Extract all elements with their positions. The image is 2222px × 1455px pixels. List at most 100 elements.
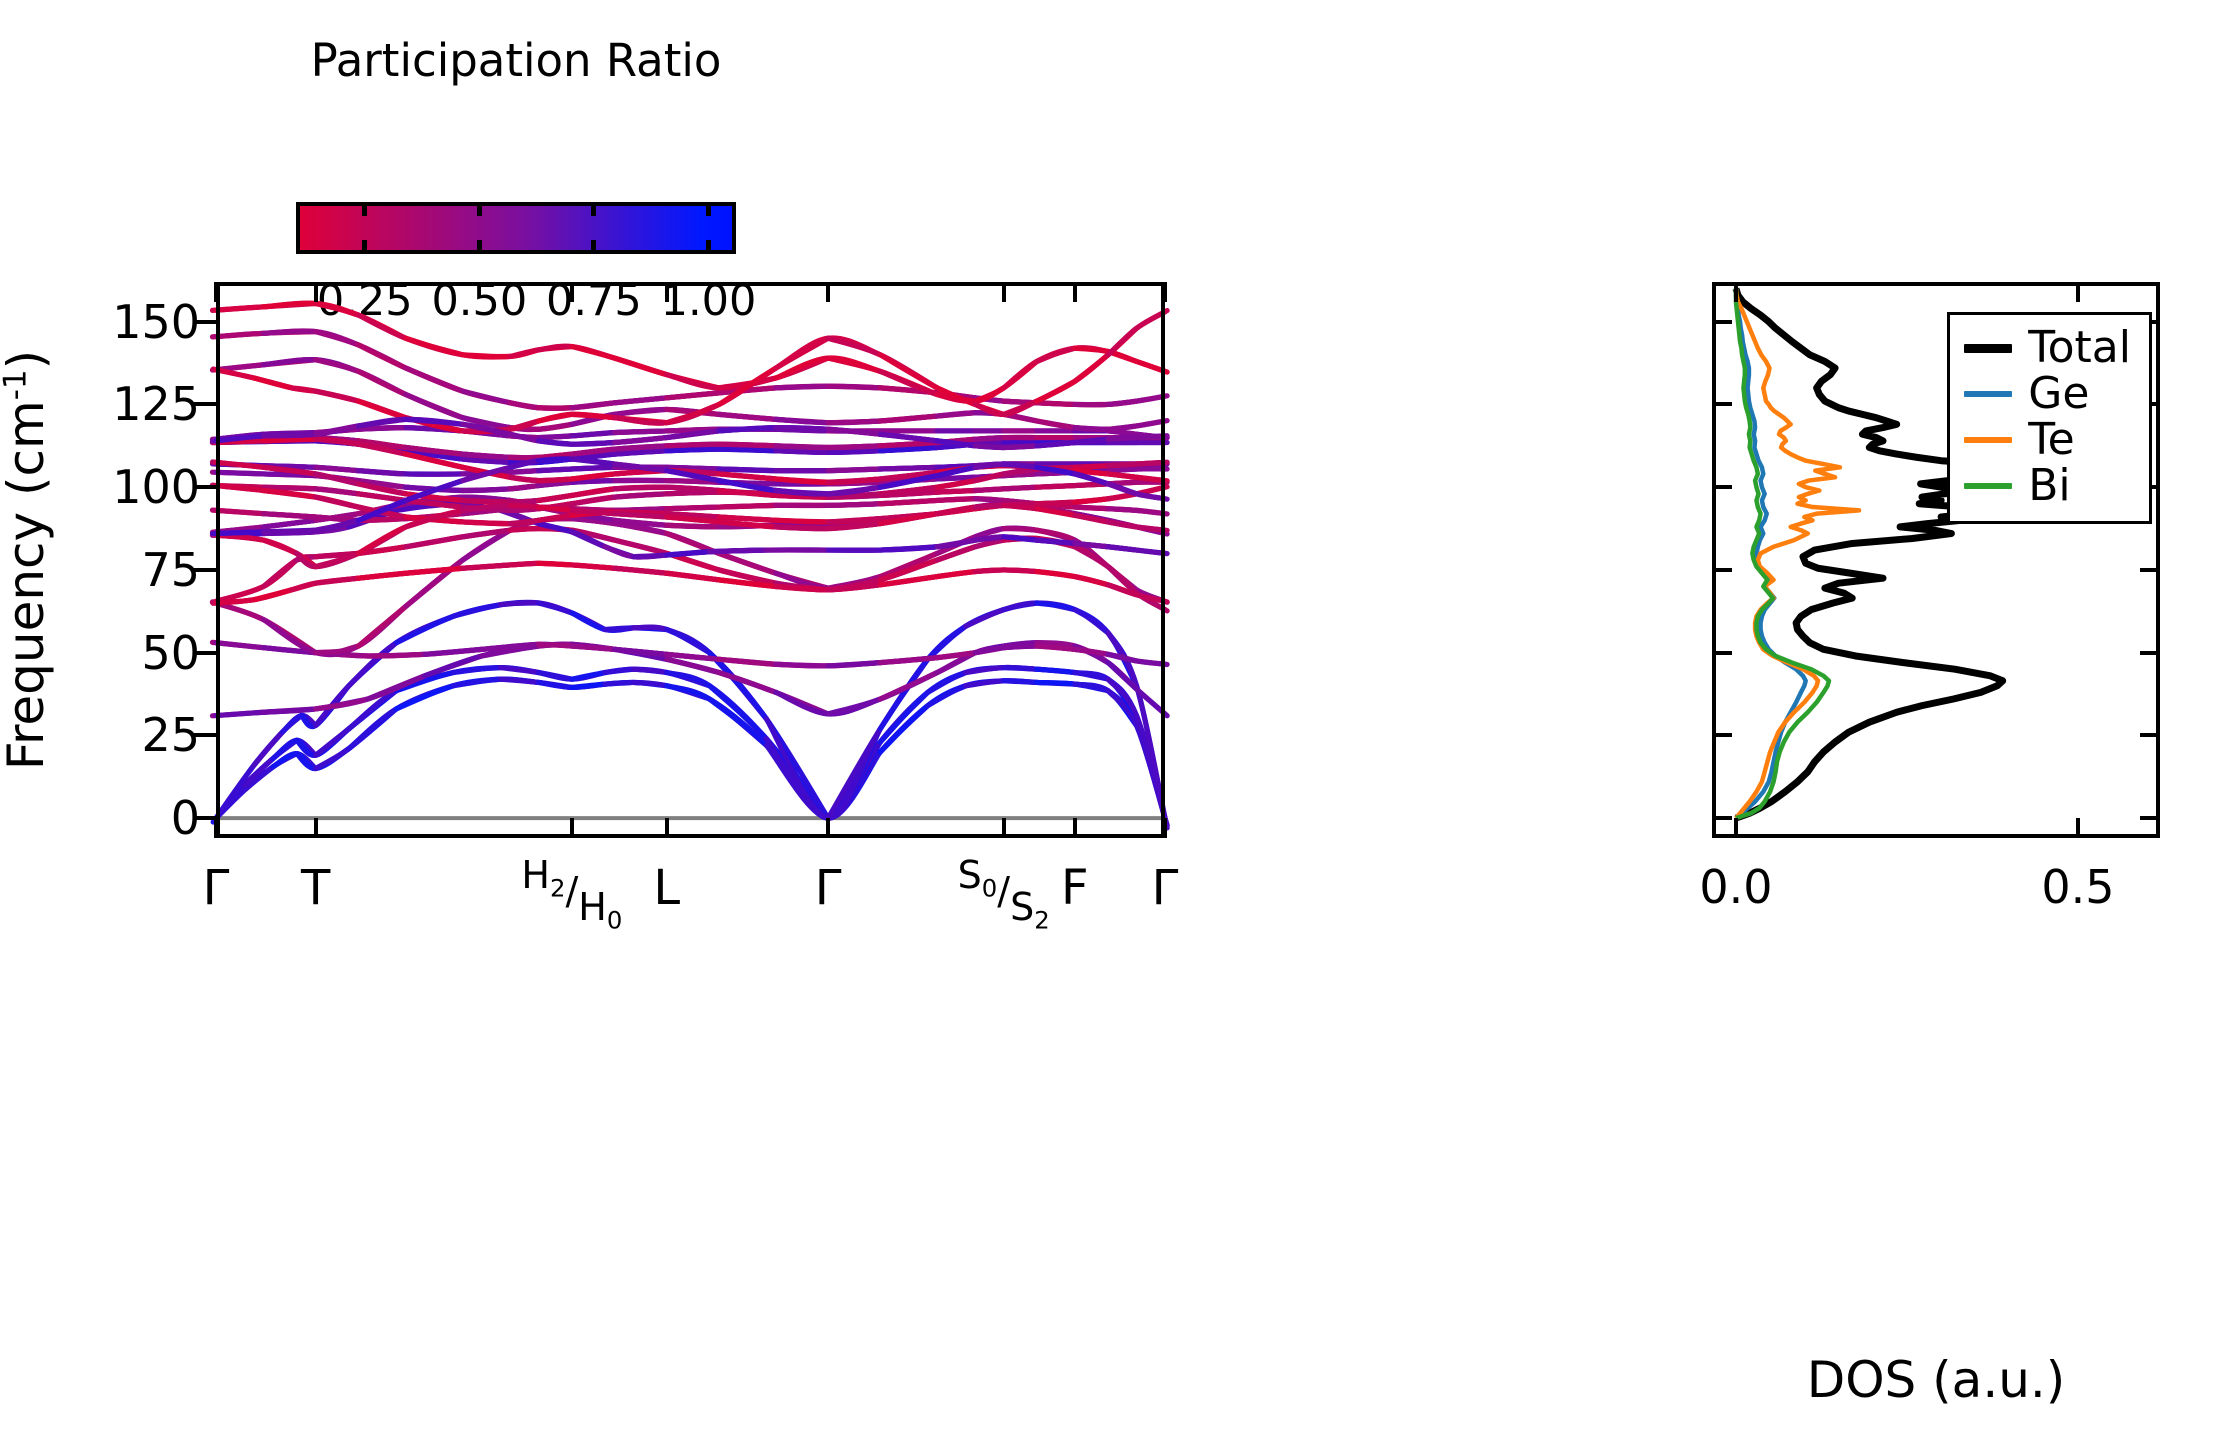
- band-segment: [1105, 660, 1170, 719]
- dos-curve-bi: [1733, 288, 1832, 821]
- x-tick-label-7: Γ: [1151, 860, 1179, 916]
- y-tick-label: 125: [112, 377, 200, 432]
- x-tick: [664, 282, 669, 302]
- colorbar-tick: [362, 240, 368, 254]
- legend-label: Ge: [2028, 368, 2090, 419]
- x-tick: [1163, 282, 1167, 302]
- y-tick-label: 50: [141, 625, 200, 680]
- x-tick-label-4: Γ: [814, 860, 842, 916]
- x-tick: [313, 818, 318, 838]
- band-segment: [1105, 564, 1170, 614]
- x-tick: [214, 282, 218, 302]
- dos-y-tick: [1712, 402, 1732, 407]
- band-curves: [209, 300, 1170, 831]
- band-segment: [1105, 582, 1170, 605]
- colorbar-tick-label: 1.00: [660, 276, 757, 326]
- legend-item-bi[interactable]: Bi: [1964, 463, 2131, 509]
- dos-x-axis-label: DOS (a.u.): [1806, 1351, 2066, 1409]
- x-tick-label-1: T: [300, 860, 331, 916]
- y-tick: [194, 402, 216, 407]
- phonon-dos-plot: Total Ge Te Bi 0.0 0.5: [1699, 282, 2160, 910]
- x-tick: [826, 282, 831, 302]
- colorbar-tick: [706, 240, 711, 254]
- y-tick: [194, 567, 216, 572]
- legend-item-total[interactable]: Total: [1964, 325, 2131, 371]
- y-axis-label-paren: ): [0, 349, 55, 370]
- dos-x-tick-label: 0.0: [1699, 860, 1773, 914]
- band-segment: [1105, 651, 1170, 668]
- dos-y-tick: [1712, 733, 1732, 738]
- y-axis-label-exponent: -1: [0, 369, 34, 401]
- dos-x-tick: [1733, 818, 1738, 838]
- band-segment: [1105, 466, 1170, 474]
- dos-y-tick: [1712, 567, 1732, 572]
- x-tick-label-5: S0/S2: [957, 853, 1050, 935]
- band-segment: [1105, 459, 1170, 469]
- y-tick: [194, 733, 216, 738]
- x-tick: [313, 282, 318, 302]
- legend-label: Bi: [2028, 460, 2071, 511]
- x-tick-label-0: Γ: [202, 860, 230, 916]
- band-segment: [1105, 481, 1170, 502]
- dos-x-tick: [2075, 282, 2080, 302]
- dos-legend[interactable]: Total Ge Te Bi: [1947, 312, 2152, 524]
- participation-ratio-colorbar: 0.25 0.50 0.75 1.00: [296, 202, 756, 323]
- colorbar-tick: [591, 202, 597, 216]
- dos-y-tick: [2140, 567, 2160, 572]
- band-segment: [1105, 348, 1170, 375]
- dos-y-tick: [2140, 733, 2160, 738]
- y-tick: [194, 485, 216, 490]
- x-tick-label-3: L: [653, 860, 681, 916]
- dos-y-tick: [1712, 650, 1732, 655]
- phonon-band-structure-plot: 0 25 50 75 100 125 150 Γ T H2/H0 L Γ S0/S2 F Γ: [112, 282, 1178, 932]
- dos-x-tick: [2075, 818, 2080, 838]
- legend-item-te[interactable]: Te: [1964, 417, 2131, 463]
- dos-y-tick: [1712, 816, 1732, 821]
- y-tick-label: 0: [170, 791, 200, 846]
- x-tick-label-2: H2/H0: [521, 853, 623, 935]
- dos-y-tick: [1712, 319, 1732, 324]
- colorbar-tick: [476, 240, 482, 254]
- colorbar-tick-label: 0.75: [546, 276, 642, 326]
- dos-curve-te: [1733, 288, 1862, 820]
- band-segment: [1105, 418, 1170, 432]
- legend-swatch-icon: [1964, 343, 2013, 353]
- band-segment: [1105, 506, 1170, 517]
- x-tick: [1001, 282, 1006, 302]
- colorbar-tick: [591, 240, 597, 254]
- colorbar-tick: [706, 202, 711, 216]
- legend-swatch-icon: [1964, 437, 2013, 443]
- band-segment: [1105, 519, 1170, 534]
- y-tick: [194, 650, 216, 655]
- x-tick: [1163, 818, 1167, 838]
- band-segment: [1105, 433, 1170, 442]
- y-tick-label: 150: [112, 294, 200, 349]
- dos-curve-ge: [1733, 288, 1808, 820]
- legend-label: Te: [2028, 414, 2075, 465]
- y-tick: [194, 816, 216, 821]
- x-tick: [1001, 818, 1006, 838]
- x-tick-label-6: F: [1061, 860, 1089, 916]
- band-segment: [1105, 484, 1170, 502]
- legend-item-ge[interactable]: Ge: [1964, 371, 2131, 417]
- x-tick: [569, 282, 574, 302]
- colorbar-tick: [476, 202, 482, 216]
- band-segment: [1105, 307, 1170, 358]
- dos-x-tick: [1733, 282, 1738, 302]
- y-tick-label: 75: [141, 542, 200, 597]
- y-tick-label: 100: [112, 460, 200, 515]
- colorbar-tick-label: 0.50: [431, 276, 528, 326]
- y-tick: [194, 319, 216, 324]
- dos-x-tick-label: 0.5: [2041, 860, 2115, 914]
- legend-swatch-icon: [1964, 391, 2013, 397]
- colorbar-gradient: [296, 202, 736, 254]
- band-axes-frame: [216, 282, 1165, 838]
- band-segment: [1105, 393, 1170, 408]
- x-tick: [214, 818, 218, 838]
- y-axis-label-text: Frequency (cm: [0, 400, 55, 771]
- y-axis-label: Frequency (cm-1): [0, 350, 55, 770]
- dos-y-tick: [1712, 485, 1732, 490]
- x-tick: [1072, 282, 1077, 302]
- x-tick: [569, 818, 574, 838]
- legend-swatch-icon: [1964, 483, 2013, 489]
